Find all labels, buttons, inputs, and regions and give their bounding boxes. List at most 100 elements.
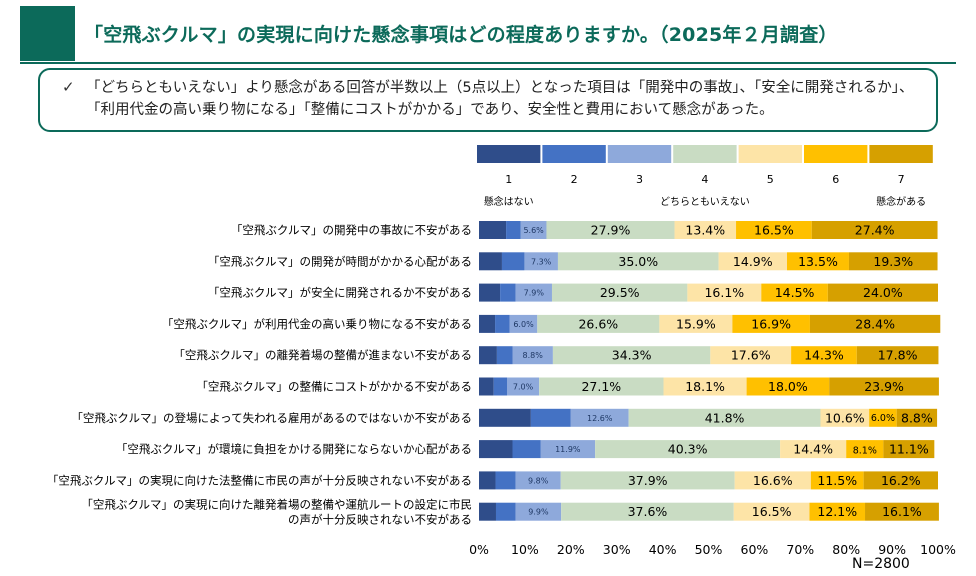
bar-segment-level-5 [659,314,733,333]
data-label-level-3: 8.8% [523,351,544,360]
data-label-level-7: 8.8% [901,410,933,425]
category-label: 「空飛ぶクルマ」の開発中の事故に不安がある [231,223,472,237]
bar-segment-level-2 [506,221,521,239]
data-label-level-5: 14.9% [733,254,773,269]
data-label-level-4: 40.3% [668,442,708,457]
bar-segment-level-5 [674,221,737,239]
data-label-level-7: 17.8% [878,348,918,363]
x-tick-label: 40% [649,542,677,557]
title-underline [20,62,956,64]
data-label-level-3: 11.9% [555,445,581,454]
bar-segment-level-2 [496,346,513,365]
data-label-level-6: 11.5% [817,473,857,488]
data-label-level-7: 16.2% [881,473,921,488]
bar-segment-level-1 [479,221,507,239]
bar-segment-level-6 [786,252,849,271]
data-label-level-6: 14.5% [775,285,815,300]
bar-segment-level-2 [501,252,525,271]
check-icon: ✓ [62,78,75,96]
legend-label-6: 6 [832,173,839,186]
bar-segment-level-4 [551,283,688,302]
x-tick-label: 30% [603,542,631,557]
data-label-level-7: 27.4% [855,223,895,238]
bar-segment-level-5 [710,346,792,365]
category-label: 「空飛ぶクルマ」が安全に開発されるか不安がある [208,286,472,300]
x-tick-label: 60% [741,542,769,557]
bar-segment-level-6 [810,471,864,490]
x-tick-label: 80% [832,542,860,557]
category-label-cont: の声が十分反映されない不安がある [288,513,472,527]
bar-segment-level-7 [827,283,938,302]
bar-segment-level-4 [628,408,821,427]
bar-segment-level-2 [495,502,516,521]
category-label: 「空飛ぶクルマ」の離発着場の整備が進まない不安がある [173,348,472,362]
bar-segment-level-5 [663,377,747,396]
data-label-level-5: 17.6% [731,348,771,363]
data-label-level-7: 23.9% [864,379,904,394]
legend-swatch-6 [804,145,868,163]
summary-box: ✓ 「どちらともいえない」より懸念がある回答が半数以上（5点以上）となった項目は… [38,68,938,132]
data-label-level-3: 9.8% [528,476,549,485]
bar-segment-level-5 [780,440,847,459]
legend-swatch-3 [607,145,672,163]
data-label-level-3: 12.6% [587,414,613,423]
summary-text: 「どちらともいえない」より懸念がある回答が半数以上（5点以上）となった項目は「開… [86,80,914,118]
bar-segment-level-4 [537,314,660,333]
legend-swatch-4 [673,145,737,163]
data-label-level-6: 16.5% [754,223,794,238]
bar-segment-level-2 [495,314,510,333]
bar-segment-level-2 [500,283,516,302]
bar-segment-level-3 [515,283,552,302]
data-label-level-4: 26.6% [578,316,618,331]
data-label-level-6: 6.0% [871,413,895,424]
x-tick-label: 70% [786,542,814,557]
bar-segment-level-7 [811,221,938,239]
bar-segment-level-3 [512,346,553,365]
bar-segment-level-4 [595,440,781,459]
data-label-level-6: 16.9% [751,316,791,331]
data-label-level-3: 6.0% [513,320,534,329]
bar-segment-level-3 [509,314,538,333]
data-label-level-6: 12.1% [817,504,857,519]
data-label-level-5: 16.5% [752,504,792,519]
data-label-level-4: 37.9% [628,473,668,488]
bar-segment-level-4 [557,252,719,271]
bar-segment-level-7 [848,252,938,271]
data-label-level-7: 19.3% [873,254,913,269]
data-label-level-4: 27.1% [581,379,621,394]
x-tick-label: 50% [695,542,723,557]
bar-segment-level-7 [865,502,939,521]
category-label: 「空飛ぶクルマ」の実現に向けた離発着場の整備や運航ルートの設定に市民 [81,498,472,512]
data-label-level-4: 37.6% [628,504,668,519]
bar-segment-level-1 [479,471,496,490]
bar-segment-level-3 [515,471,561,490]
bar-segment-level-5 [734,471,811,490]
bar-segment-level-2 [493,377,507,396]
data-label-level-7: 11.1% [889,442,929,457]
bar-segment-level-4 [546,221,675,239]
bar-segment-level-3 [524,252,558,271]
bar-segment-level-4 [561,502,734,521]
legend-swatch-5 [738,145,802,163]
bar-segment-level-6 [746,377,830,396]
bar-segment-level-7 [896,408,938,427]
legend-annotation-1: 懸念はない [484,195,534,208]
data-label-level-6: 18.0% [768,379,808,394]
x-tick-label: 100% [920,542,956,557]
bar-segment-level-3 [570,408,629,427]
bar-segment-level-1 [479,346,497,365]
bar-segment-level-1 [479,283,501,302]
bar-segment-level-6 [732,314,810,333]
bar-segment-level-2 [495,471,516,490]
bar-segment-level-1 [479,314,496,333]
bar-segment-level-4 [552,346,711,365]
data-label-level-3: 7.0% [513,383,534,392]
data-label-level-3: 5.6% [523,226,544,235]
page-title: 「空飛ぶクルマ」の実現に向けた懸念事項はどの程度ありますか。（2025年２月調査… [84,24,838,46]
bar-segment-level-1 [479,408,531,427]
bar-segment-level-1 [479,502,496,521]
sample-size-note: N=2800 [852,556,910,572]
bar-segment-level-7 [863,471,938,490]
data-label-level-5: 18.1% [685,379,725,394]
data-label-level-5: 10.6% [825,410,865,425]
